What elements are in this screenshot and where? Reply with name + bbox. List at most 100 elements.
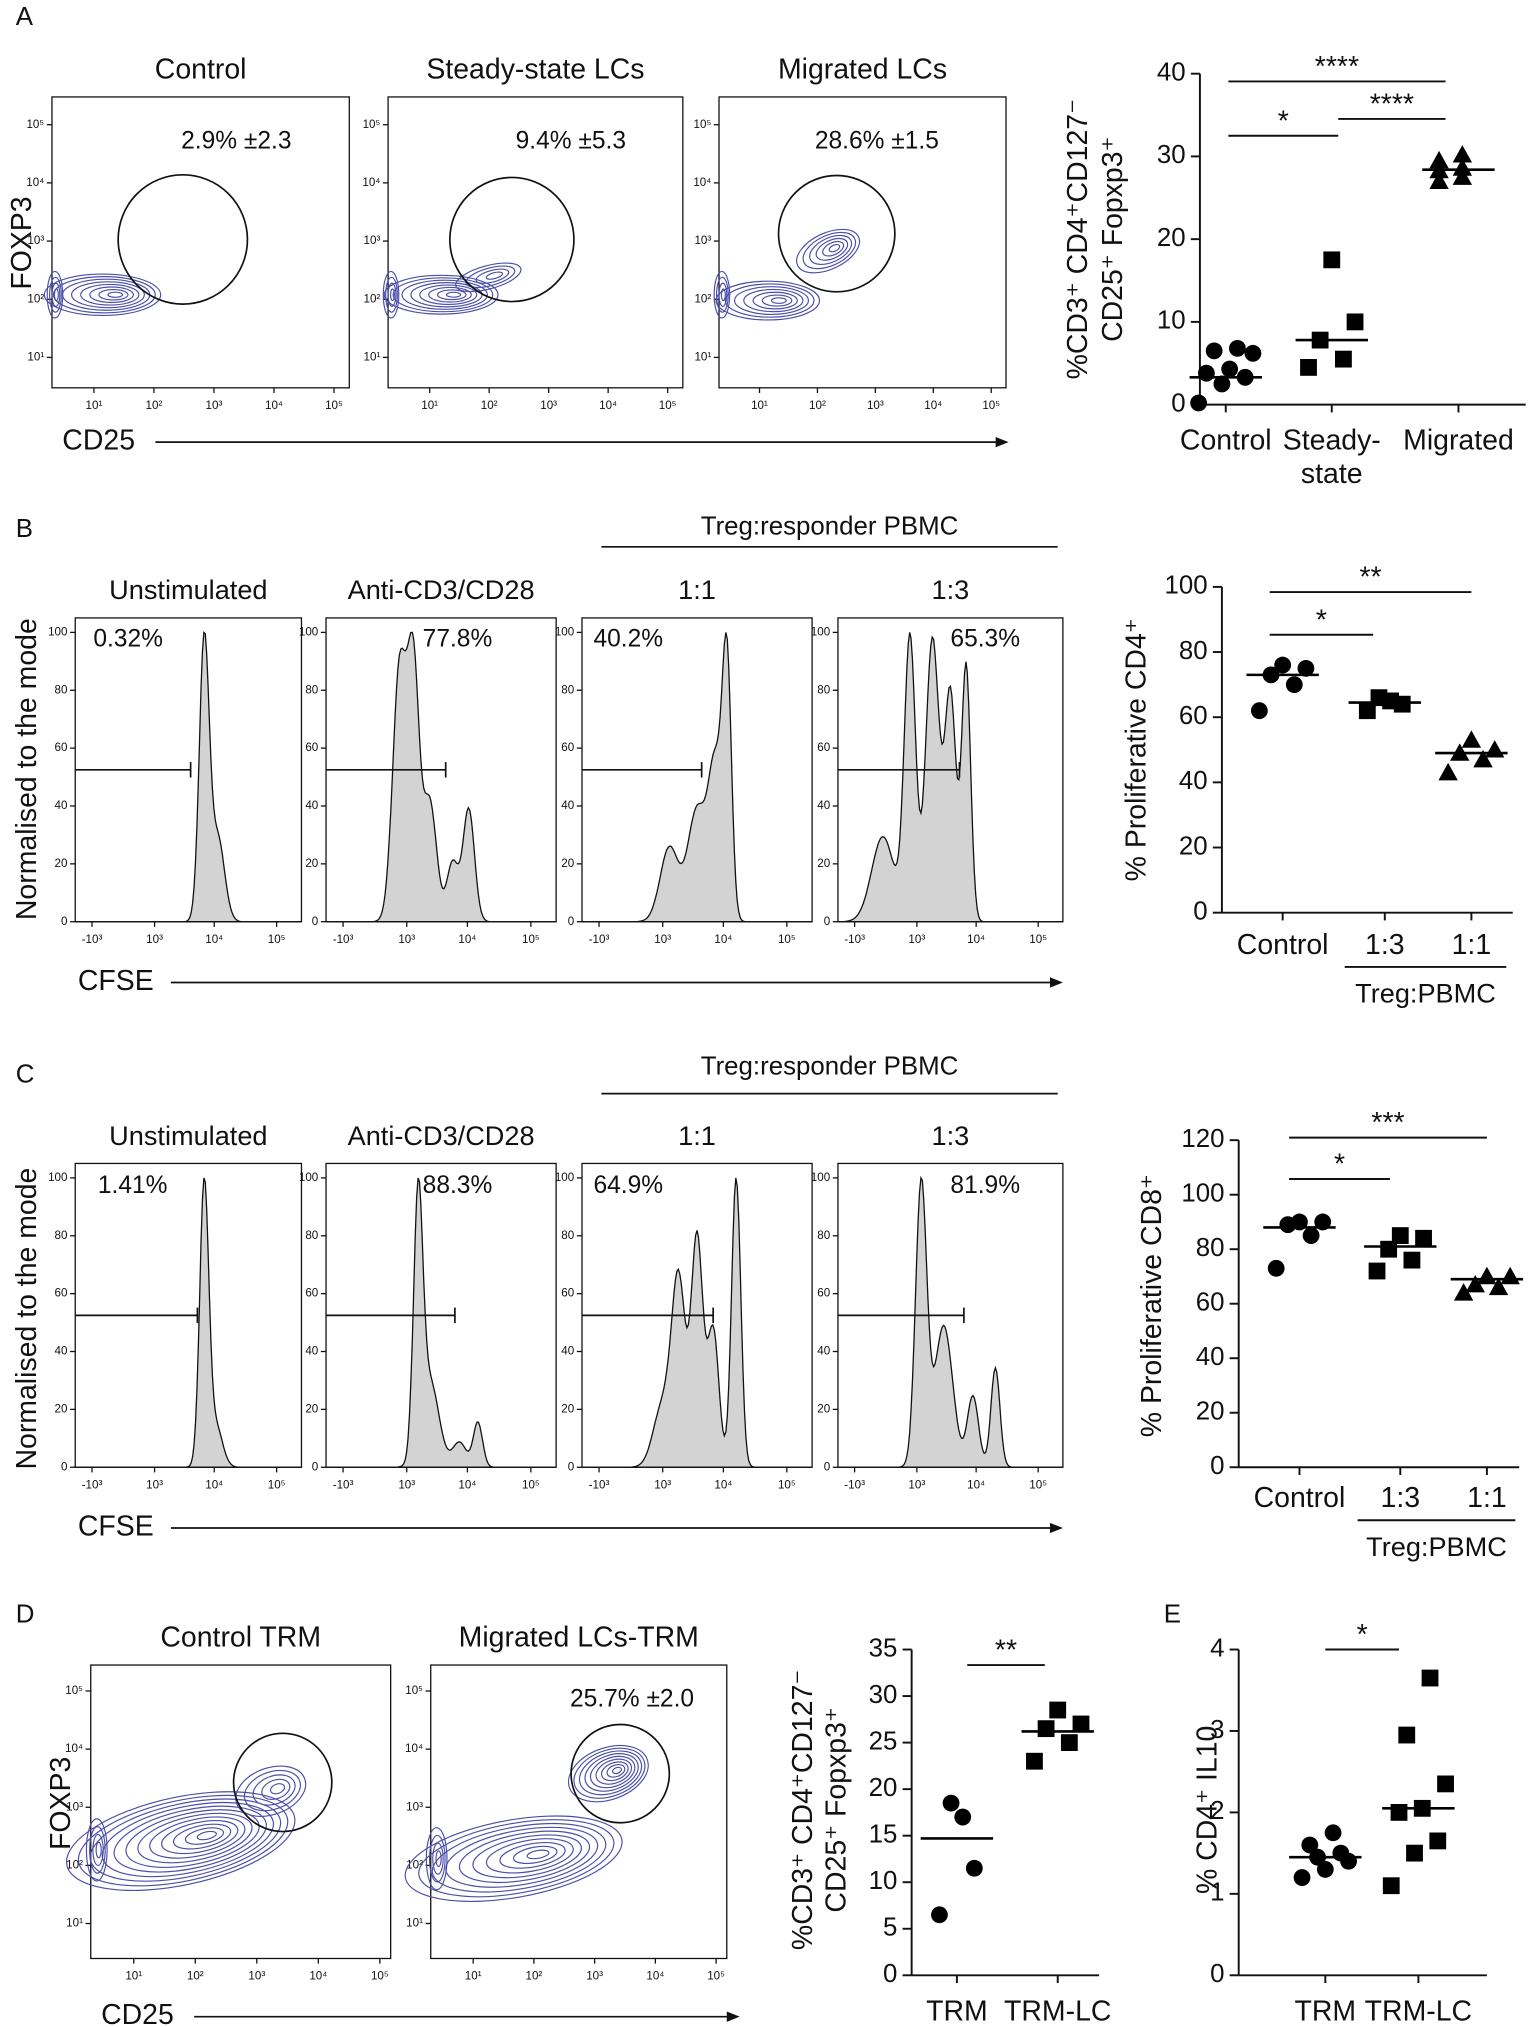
plot-frame [387, 96, 684, 389]
x-tick-label: 10³ [908, 1478, 925, 1491]
contour-line [455, 262, 522, 293]
data-point [1415, 1229, 1432, 1247]
y-tick-label: 10¹ [364, 350, 381, 363]
contour-line [89, 286, 135, 304]
y-tick-label: 10⁴ [26, 176, 44, 189]
contour-line [761, 294, 793, 307]
histogram [837, 632, 1063, 923]
arrow-head [1049, 1522, 1063, 1534]
data-point [1484, 740, 1505, 758]
contour-line [418, 1819, 615, 1898]
y-tick-label: 20 [55, 857, 68, 870]
contour-line [802, 231, 857, 270]
contour-line [435, 1850, 442, 1868]
y-tick-label: 10¹ [27, 350, 44, 363]
x-tick-label: 1:3 [1365, 929, 1405, 961]
x-tick-label: 10³ [398, 1478, 415, 1491]
data-point [1358, 702, 1376, 720]
y-tick-label: 0 [883, 1960, 897, 1988]
data-point [954, 1808, 972, 1826]
y-tick-label: 100 [48, 625, 68, 638]
data-point [1301, 1836, 1319, 1854]
data-point [1049, 1701, 1067, 1719]
data-point [1488, 1277, 1509, 1296]
contour-line [43, 273, 162, 317]
y-tick-label: 20 [305, 1402, 318, 1415]
plot-frame [430, 1664, 728, 1960]
y-tick-label: 80 [305, 1229, 318, 1242]
y-tick-label: 40 [817, 799, 830, 812]
y-tick-label: 20 [869, 1774, 898, 1802]
y-tick-label: 80 [817, 1229, 830, 1242]
x-tick-label: 10⁴ [967, 933, 985, 946]
data-point [1429, 171, 1449, 189]
contour-line [796, 228, 861, 274]
y-tick-label: 40 [561, 799, 574, 812]
y-tick-label: 20 [1157, 224, 1186, 252]
y-tick-label: 60 [305, 1287, 318, 1300]
y-tick-label: 5 [883, 1914, 897, 1942]
x-tick-label: 10¹ [421, 399, 438, 412]
gate-label: 0.32% [93, 625, 163, 652]
y-tick-label: 100 [811, 1171, 831, 1184]
histogram [581, 632, 813, 923]
plot-title: Steady-state LCs [426, 54, 644, 86]
y-tick-label: 10⁵ [65, 1684, 83, 1697]
data-point [1229, 339, 1246, 357]
y-tick-label: 0 [1210, 1452, 1224, 1480]
significance-label: *** [1371, 1107, 1404, 1139]
contour-line [573, 1747, 646, 1799]
y-tick-label: 10 [1157, 307, 1186, 335]
y-tick-label: 100 [299, 1171, 319, 1184]
contour-line [715, 280, 821, 321]
y-tick-label: 40 [305, 799, 318, 812]
x-tick-label: 10⁴ [265, 399, 283, 412]
contour-line [387, 282, 397, 307]
contour-line [578, 1750, 643, 1796]
histogram [75, 630, 302, 923]
gate-label: 25.7% ±2.0 [570, 1685, 694, 1712]
significance-label: ** [1359, 562, 1381, 594]
x-tick-label: 10³ [908, 933, 925, 946]
y-tick-label: 10² [364, 292, 381, 305]
contour-line [85, 1818, 108, 1882]
x-tick-label: -10³ [589, 933, 610, 946]
x-tick-label: 10³ [540, 399, 557, 412]
x-tick-label: 10⁴ [458, 1478, 476, 1491]
contour-line [584, 1753, 639, 1792]
data-point [1300, 358, 1317, 376]
contour-line [713, 270, 731, 319]
contour-line [720, 288, 726, 302]
plot-title: Migrated LCs [778, 54, 947, 86]
y-tick-label: 40 [55, 1345, 68, 1358]
x-tick-label: 10⁴ [714, 933, 732, 946]
data-point [1452, 145, 1473, 163]
x-tick-label: TRM-LC [1004, 1995, 1111, 2027]
x-tick-label: 10⁴ [458, 933, 476, 946]
y-axis-label: %CD3⁺ CD4⁺CD127⁻ [787, 1670, 819, 1951]
y-tick-label: 10⁵ [363, 118, 381, 131]
contours [65, 1765, 307, 1892]
y-tick-label: 40 [1157, 59, 1186, 87]
x-tick-label: 10⁴ [924, 399, 942, 412]
contour-line [445, 1826, 599, 1888]
x-tick-label: 10⁵ [371, 1970, 389, 1983]
y-tick-label: 1 [1210, 1879, 1224, 1907]
y-tick-label: 2 [1210, 1797, 1224, 1825]
contour-line [428, 286, 472, 303]
contour-line [92, 1833, 104, 1867]
contour-line [107, 291, 124, 298]
contour-line [161, 1820, 239, 1855]
x-tick-label: 10¹ [125, 1970, 142, 1983]
x-tick-label: 10⁵ [522, 933, 540, 946]
x-tick-label: 10⁴ [646, 1970, 664, 1983]
y-tick-label: 60 [55, 1287, 68, 1300]
y-tick-label: 40 [55, 799, 68, 812]
group-label: Treg:PBMC [1366, 1531, 1507, 1562]
x-tick-label: 10³ [398, 933, 415, 946]
histogram [326, 631, 557, 923]
histogram [326, 1177, 557, 1468]
plot-title: Anti-CD3/CD28 [348, 574, 535, 605]
y-tick-label: 10³ [364, 234, 381, 247]
